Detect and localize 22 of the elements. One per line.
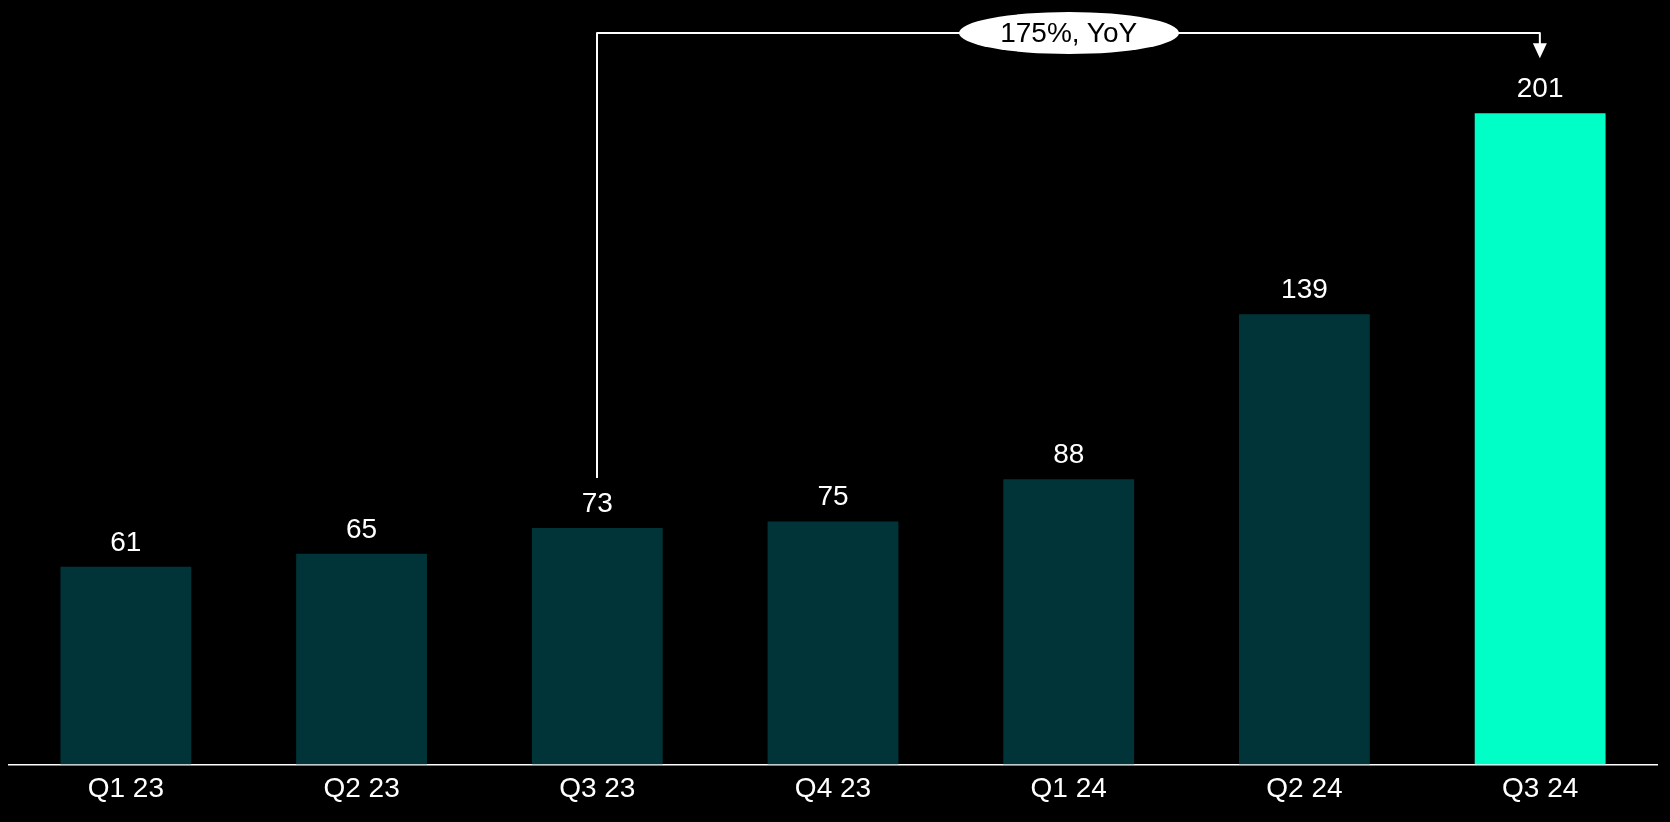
x-tick-label: Q4 23	[794, 771, 872, 803]
data-label: 201	[1516, 72, 1564, 104]
x-tick-label: Q1 24	[1030, 771, 1107, 803]
annotation: 175%, YoY	[958, 12, 1179, 54]
bar	[767, 521, 899, 765]
data-label: 75	[817, 480, 849, 512]
x-tick-label: Q1 23	[87, 771, 164, 803]
bar	[1003, 479, 1135, 765]
bar	[296, 553, 427, 765]
data-label: 73	[581, 486, 613, 518]
bar	[1474, 113, 1606, 765]
x-tick-label: Q2 23	[323, 771, 400, 803]
bar	[1239, 314, 1370, 765]
x-tick-label: Q2 24	[1266, 771, 1343, 803]
data-label: 88	[1053, 438, 1085, 470]
bar	[531, 527, 663, 765]
x-tick-label: Q3 24	[1502, 771, 1579, 803]
data-label: 139	[1281, 272, 1328, 304]
x-tick-label: Q3 23	[559, 771, 636, 803]
bar	[60, 566, 192, 765]
data-label: 65	[345, 512, 378, 544]
data-label: 61	[110, 525, 142, 557]
